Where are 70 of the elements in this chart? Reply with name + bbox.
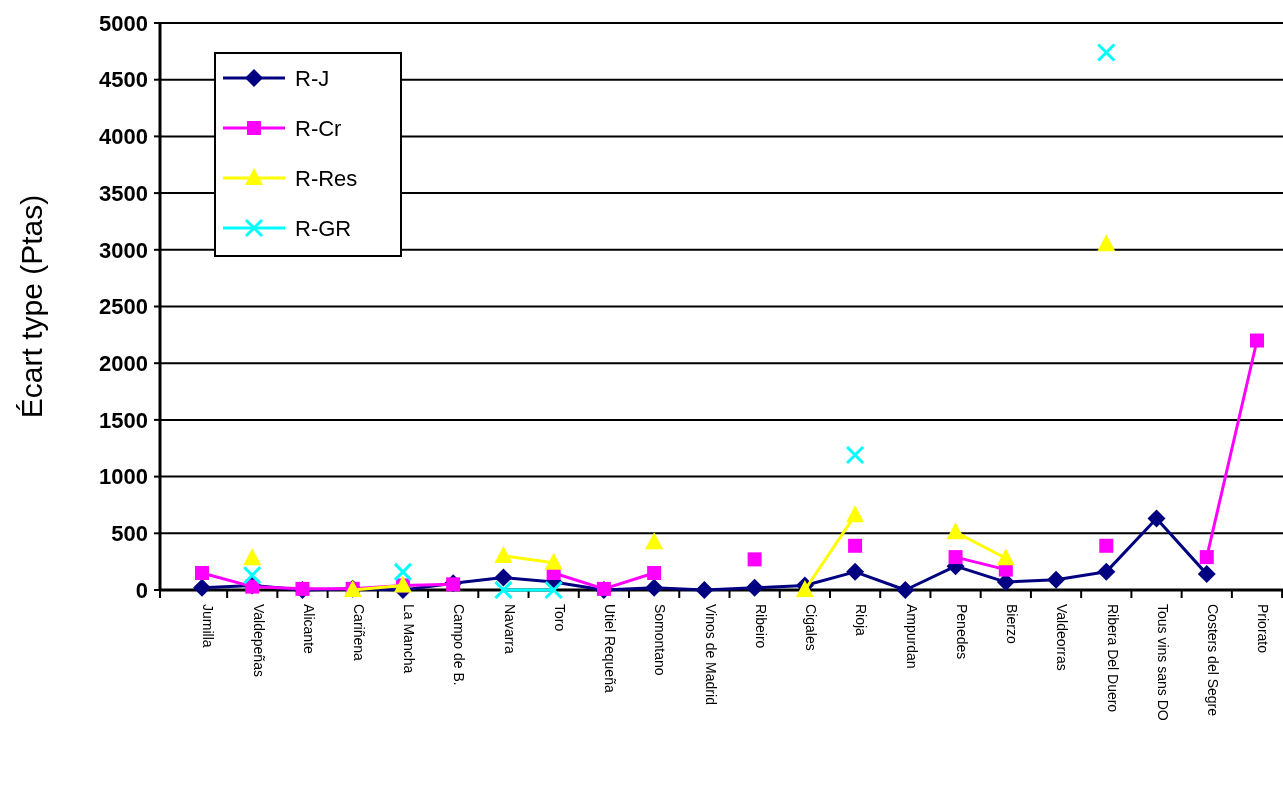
x-tick-label: Rioja (853, 604, 870, 637)
point (645, 532, 664, 550)
y-tick-label: 4500 (99, 67, 148, 93)
x-tick-label: Tous vins sans DO (1154, 604, 1171, 721)
point (1097, 234, 1116, 252)
x-tick-label: Alicante (300, 604, 317, 655)
point (1097, 562, 1116, 581)
y-tick-label: 3000 (99, 237, 148, 263)
point (647, 565, 662, 580)
y-tick-label: 2500 (99, 294, 148, 320)
x-tick-label: La Mancha (401, 604, 418, 674)
x-tick-label: Ribeiro (752, 604, 769, 649)
x-tick-label: Cariñena (351, 604, 368, 662)
point (695, 581, 714, 599)
point (1096, 42, 1116, 62)
point (745, 578, 764, 597)
point (747, 552, 762, 567)
legend-label: R-J (295, 65, 330, 91)
y-tick-label: 5000 (99, 10, 148, 36)
point (193, 578, 211, 597)
x-tick-label: Priorato (1255, 604, 1272, 654)
legend-label: R-GR (295, 215, 352, 241)
point (494, 568, 513, 587)
x-tick-label: Penedes (953, 604, 970, 660)
x-tick-label: Campo de B. (451, 604, 468, 686)
y-tick-label: 1500 (99, 407, 148, 433)
point (1250, 333, 1264, 348)
point (1147, 509, 1166, 528)
point (848, 538, 863, 553)
point (948, 550, 963, 565)
point (242, 565, 262, 585)
point (845, 445, 865, 465)
x-tick-label: Costers del Segre (1205, 604, 1222, 717)
x-tick-label: Valdepeñas (250, 604, 267, 677)
point (1047, 570, 1066, 589)
point (946, 522, 965, 540)
x-tick-label: Toro (551, 604, 568, 632)
x-tick-label: Valdeorras (1054, 604, 1071, 671)
point (195, 565, 209, 580)
y-tick-label: 500 (111, 521, 148, 546)
legend-label: R-Res (295, 165, 358, 191)
point (1197, 565, 1216, 584)
y-axis-title: Écart type (Ptas) (15, 194, 48, 419)
y-tick-label: 4000 (99, 124, 148, 150)
point (243, 548, 262, 566)
x-tick-label: Utiel Requeña (602, 604, 619, 693)
y-tick-label: 0 (135, 577, 148, 603)
point (1199, 550, 1214, 565)
x-tick-label: Jumilla (200, 604, 217, 648)
point (1099, 538, 1114, 553)
point (544, 552, 563, 570)
y-tick-label: 1000 (99, 464, 148, 490)
x-tick-label: Somontano (652, 604, 669, 676)
x-tick-label: Vinos de Madrid (702, 604, 719, 705)
point (896, 581, 915, 599)
point (645, 578, 664, 597)
x-tick-label: Navarra (501, 604, 518, 655)
point (996, 548, 1015, 566)
legend-label: R-Cr (295, 115, 342, 141)
point (494, 545, 513, 563)
x-tick-label: Bierzo (1004, 604, 1021, 644)
point (846, 562, 865, 581)
y-tick-label: 3500 (99, 180, 148, 206)
point (795, 580, 814, 597)
point (393, 562, 413, 582)
y-tick-label: 2000 (99, 350, 148, 376)
x-tick-label: Cigales (803, 604, 820, 651)
x-tick-label: Ribera Del Duero (1104, 604, 1121, 713)
point (846, 505, 865, 523)
x-tick-label: Ampurdan (903, 604, 920, 669)
